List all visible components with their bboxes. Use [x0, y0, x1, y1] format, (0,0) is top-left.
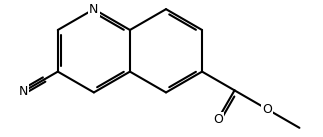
Text: N: N [19, 85, 28, 98]
Text: O: O [213, 113, 223, 126]
Text: N: N [89, 3, 99, 16]
Text: O: O [262, 103, 272, 116]
